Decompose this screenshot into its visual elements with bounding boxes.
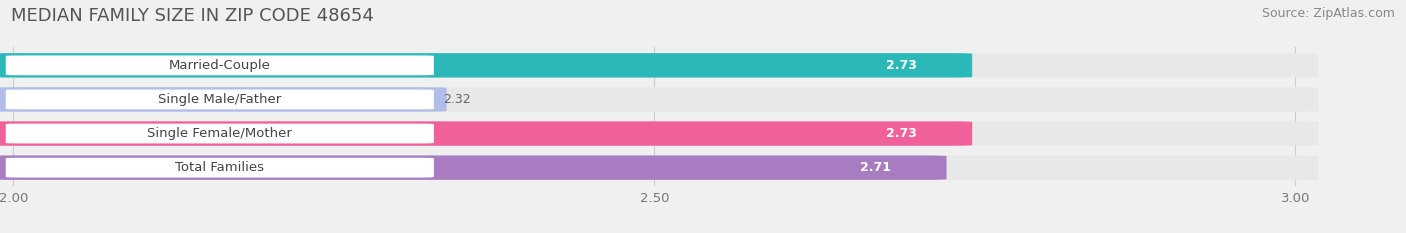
FancyBboxPatch shape [0,155,946,180]
FancyBboxPatch shape [0,87,447,112]
Text: 2.32: 2.32 [443,93,471,106]
Text: 2.71: 2.71 [860,161,891,174]
FancyBboxPatch shape [0,121,1319,146]
FancyBboxPatch shape [0,87,1319,112]
Text: Total Families: Total Families [176,161,264,174]
FancyBboxPatch shape [0,53,972,78]
FancyBboxPatch shape [0,53,1319,78]
Text: MEDIAN FAMILY SIZE IN ZIP CODE 48654: MEDIAN FAMILY SIZE IN ZIP CODE 48654 [11,7,374,25]
FancyBboxPatch shape [6,158,434,178]
Text: Source: ZipAtlas.com: Source: ZipAtlas.com [1261,7,1395,20]
Text: Single Female/Mother: Single Female/Mother [148,127,292,140]
Text: 2.73: 2.73 [886,59,917,72]
FancyBboxPatch shape [0,121,972,146]
Text: Married-Couple: Married-Couple [169,59,271,72]
FancyBboxPatch shape [0,155,1319,180]
FancyBboxPatch shape [6,124,434,144]
FancyBboxPatch shape [6,89,434,109]
Text: 2.73: 2.73 [886,127,917,140]
FancyBboxPatch shape [6,55,434,75]
Text: Single Male/Father: Single Male/Father [159,93,281,106]
